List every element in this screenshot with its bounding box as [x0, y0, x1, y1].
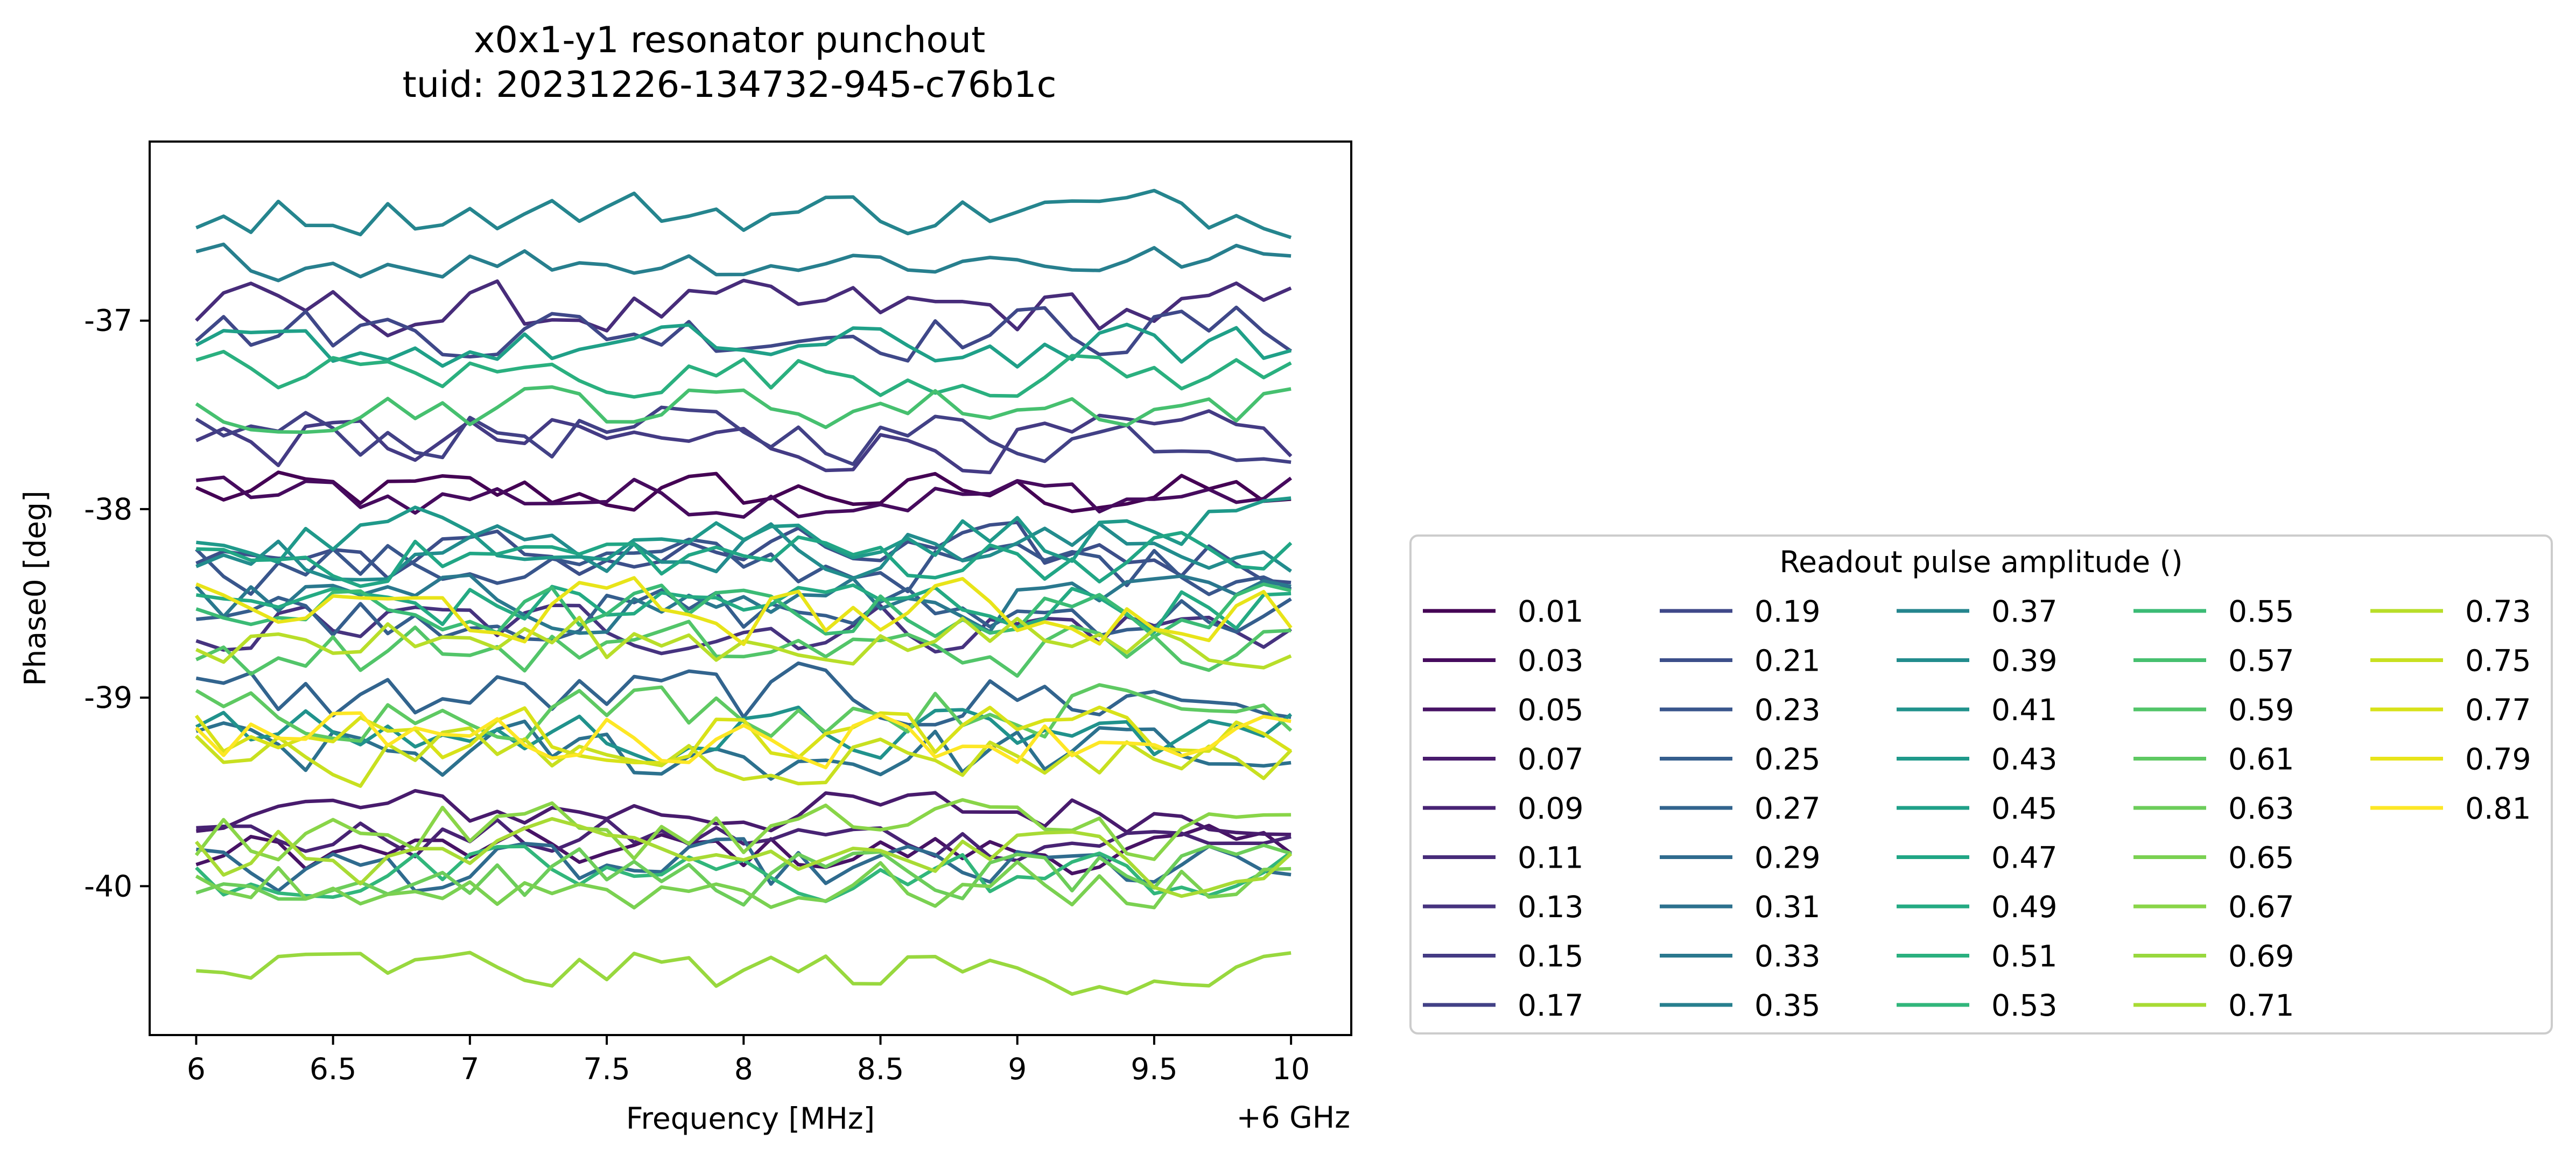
legend-label-0.25: 0.25	[1754, 742, 1820, 777]
x-tick-label: 10	[1272, 1052, 1310, 1086]
legend-label-0.61: 0.61	[2228, 742, 2294, 777]
series-line-0.35	[195, 242, 1291, 283]
series-line-0.45	[195, 322, 1291, 369]
series-line-0.67	[194, 798, 1291, 862]
legend-entries: 0.01 0.03 0.05 0.07 0.09 0.11 0.13 0.15 0.17 0.19…	[1423, 594, 2531, 1023]
series-line-0.43	[196, 496, 1291, 564]
series-layer	[194, 188, 1293, 996]
legend-label-0.43: 0.43	[1991, 742, 2057, 777]
legend-label-0.41: 0.41	[1991, 693, 2057, 727]
chart-title: x0x1-y1 resonator punchout	[474, 19, 985, 61]
y-axis-label: Phase0 [deg]	[18, 490, 52, 686]
legend-label-0.31: 0.31	[1754, 890, 1820, 924]
legend-label-0.35: 0.35	[1754, 988, 1820, 1023]
series-line-0.69	[196, 951, 1291, 996]
x-tick-label: 6.5	[310, 1052, 356, 1086]
legend-label-0.69: 0.69	[2228, 939, 2294, 974]
series-line-0.65	[195, 860, 1291, 910]
series-line-0.71	[194, 817, 1293, 898]
legend-label-0.49: 0.49	[1991, 890, 2057, 924]
legend-label-0.55: 0.55	[2228, 594, 2294, 629]
series-line-0.75	[195, 726, 1293, 788]
series-line-0.37	[195, 188, 1292, 240]
legend-label-0.65: 0.65	[2228, 841, 2294, 875]
legend-label-0.33: 0.33	[1754, 939, 1820, 974]
x-tick-label: 7.5	[583, 1052, 630, 1086]
plot-frame	[149, 140, 1352, 1036]
legend-label-0.75: 0.75	[2465, 644, 2531, 678]
series-line-0.55	[195, 582, 1291, 638]
legend-label-0.71: 0.71	[2228, 988, 2294, 1023]
x-axis: 6 6.5 7 7.5 8 8.5 9 9.5 10	[187, 1035, 1310, 1086]
legend-label-0.21: 0.21	[1754, 644, 1820, 678]
legend-label-0.59: 0.59	[2228, 693, 2294, 727]
legend-label-0.03: 0.03	[1518, 644, 1583, 678]
legend-label-0.77: 0.77	[2465, 693, 2531, 727]
legend-label-0.29: 0.29	[1754, 841, 1820, 875]
legend-label-0.67: 0.67	[2228, 890, 2294, 924]
legend-label-0.23: 0.23	[1754, 693, 1820, 727]
legend-label-0.45: 0.45	[1991, 791, 2057, 826]
series-line-0.57	[195, 385, 1291, 434]
series-line-0.21	[195, 520, 1291, 585]
series-line-0.81	[195, 711, 1291, 770]
series-line-0.07	[196, 789, 1291, 836]
legend: Readout pulse amplitude () 0.010.030.050…	[1409, 534, 2553, 1035]
legend-label-0.17: 0.17	[1518, 988, 1583, 1023]
legend-label-0.63: 0.63	[2228, 791, 2294, 826]
legend-label-0.19: 0.19	[1754, 594, 1820, 629]
legend-label-0.73: 0.73	[2465, 594, 2531, 629]
legend-label-0.81: 0.81	[2465, 791, 2531, 826]
series-line-0.17	[195, 405, 1291, 466]
series-line-0.03	[196, 475, 1293, 519]
y-tick-label: -37	[84, 304, 132, 338]
x-axis-offset-label: +6 GHz	[1237, 1100, 1350, 1135]
legend-label-0.01: 0.01	[1518, 594, 1583, 629]
legend-title: Readout pulse amplitude ()	[1779, 545, 2182, 579]
legend-label-0.05: 0.05	[1518, 693, 1583, 727]
y-axis: -40 -39 -38 -37	[84, 304, 150, 903]
series-line-0.31	[195, 719, 1291, 781]
legend-label-0.47: 0.47	[1991, 841, 2057, 875]
series-line-0.47	[196, 531, 1293, 588]
legend-label-0.37: 0.37	[1991, 594, 2057, 629]
series-line-0.51	[195, 349, 1292, 399]
x-tick-label: 9.5	[1131, 1052, 1177, 1086]
y-tick-label: -39	[84, 680, 132, 715]
series-line-0.33	[194, 573, 1291, 635]
y-tick-label: -38	[84, 492, 132, 526]
legend-label-0.09: 0.09	[1518, 791, 1583, 826]
series-line-0.49	[195, 583, 1291, 634]
x-tick-label: 6	[187, 1052, 206, 1086]
legend-label-0.57: 0.57	[2228, 644, 2294, 678]
legend-label-0.15: 0.15	[1518, 939, 1583, 974]
series-line-0.63	[195, 843, 1292, 907]
series-line-0.11	[195, 278, 1292, 337]
legend-label-0.07: 0.07	[1518, 742, 1583, 777]
legend-label-0.51: 0.51	[1991, 939, 2057, 974]
series-line-0.23	[195, 537, 1292, 596]
legend-label-0.39: 0.39	[1991, 644, 2057, 678]
legend-label-0.27: 0.27	[1754, 791, 1820, 826]
x-tick-label: 7	[460, 1052, 479, 1086]
legend-label-0.53: 0.53	[1991, 988, 2057, 1023]
legend-label-0.11: 0.11	[1518, 841, 1583, 875]
series-line-0.79	[195, 576, 1293, 646]
legend-label-0.79: 0.79	[2465, 742, 2531, 777]
y-tick-label: -40	[84, 869, 132, 903]
chart-subtitle: tuid: 20231226-134732-945-c76b1c	[402, 64, 1056, 105]
x-tick-label: 8.5	[857, 1052, 904, 1086]
legend-label-0.13: 0.13	[1518, 890, 1583, 924]
x-axis-label: Frequency [MHz]	[626, 1101, 875, 1136]
series-line-0.77	[194, 705, 1292, 765]
x-tick-label: 8	[734, 1052, 753, 1086]
x-tick-label: 9	[1008, 1052, 1027, 1086]
